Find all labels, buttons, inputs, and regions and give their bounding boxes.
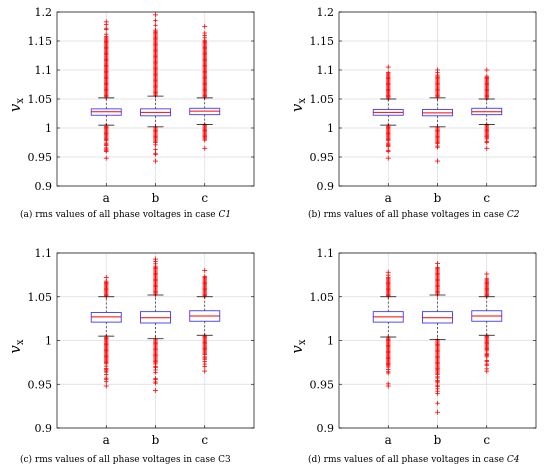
y-tick-label: 1.1: [35, 64, 53, 77]
chart-panel-b: 0.9 0.95 1 1.05 1.1 1.15 1.2 a b c vx (b) rms value…: [288, 6, 536, 220]
y-tick-label: 0.95: [28, 151, 53, 164]
x-tick-label: a: [385, 433, 392, 447]
y-tick-label: 0.9: [35, 422, 53, 435]
y-tick-label: 1: [45, 122, 52, 135]
panel-caption: (a) rms values of all phase voltages in …: [20, 209, 231, 220]
panel-caption: (c) rms values of all phase voltages in …: [20, 454, 231, 465]
chart-panel-d: 0.9 0.95 1 1.05 1.1 a b c vx (d) rms values of al…: [288, 247, 536, 465]
panel-caption: (d) rms values of all phase voltages in …: [308, 454, 520, 465]
y-tick-label: 1.05: [310, 291, 335, 304]
panel-caption-case: C2: [507, 210, 520, 220]
y-tick-label: 1: [327, 122, 334, 135]
y-tick-label: 1.15: [28, 35, 53, 48]
y-tick-label: 0.95: [310, 378, 335, 391]
y-axis-label-subscript: x: [15, 98, 26, 104]
y-tick-label: 1: [45, 335, 52, 348]
x-tick-label: b: [434, 191, 442, 205]
x-tick-label: b: [152, 191, 160, 205]
x-tick-label: a: [385, 191, 392, 205]
x-tick-label: c: [483, 433, 490, 447]
y-tick-label: 1.05: [310, 93, 335, 106]
panel-caption: (b) rms values of all phase voltages in …: [308, 209, 520, 220]
x-tick-label: a: [103, 191, 110, 205]
y-tick-label: 1: [327, 335, 334, 348]
x-tick-label: c: [201, 433, 208, 447]
x-tick-label: b: [152, 433, 160, 447]
y-tick-label: 0.95: [28, 378, 53, 391]
y-axis-label-subscript: x: [297, 339, 308, 345]
x-tick-label: c: [201, 191, 208, 205]
y-tick-label: 1.05: [28, 93, 53, 106]
y-tick-label: 1.05: [28, 291, 53, 304]
y-tick-label: 0.9: [317, 180, 335, 193]
panel-caption-case: C4: [507, 455, 520, 465]
chart-panel-a: 0.9 0.95 1 1.05 1.1 1.15 1.2 a b c vx (a) rms value…: [6, 6, 254, 220]
outliers-high: [202, 24, 207, 100]
y-axis-label: vx: [288, 98, 308, 112]
y-tick-label: 0.9: [317, 422, 335, 435]
y-tick-label: 1.1: [317, 64, 335, 77]
y-tick-label: 0.95: [310, 151, 335, 164]
y-tick-label: 1.2: [35, 6, 53, 19]
outliers-high: [153, 12, 158, 98]
x-tick-label: c: [483, 191, 490, 205]
y-tick-label: 1.15: [310, 35, 335, 48]
y-tick-label: 1.1: [35, 247, 53, 260]
y-tick-label: 0.9: [35, 180, 53, 193]
y-axis-label: vx: [6, 98, 26, 112]
outliers-high: [435, 68, 440, 101]
y-axis-label-subscript: x: [15, 339, 26, 345]
panel-caption-case: C1: [219, 210, 232, 220]
panel-caption-text: (b) rms values of all phase voltages in …: [308, 209, 507, 220]
y-axis-label: vx: [6, 339, 26, 353]
panel-caption-text: (d) rms values of all phase voltages in …: [308, 454, 507, 465]
chart-panel-c: 0.9 0.95 1 1.05 1.1 a b c vx (c) rms values of al…: [6, 247, 254, 465]
y-tick-label: 1.1: [317, 247, 335, 260]
panel-caption-text: (c) rms values of all phase voltages in …: [20, 454, 231, 465]
y-axis-label-subscript: x: [297, 98, 308, 104]
y-axis-label: vx: [288, 339, 308, 353]
x-tick-label: a: [103, 433, 110, 447]
panel-caption-text: (a) rms values of all phase voltages in …: [20, 209, 219, 220]
y-tick-label: 1.2: [317, 6, 335, 19]
x-tick-label: b: [434, 433, 442, 447]
